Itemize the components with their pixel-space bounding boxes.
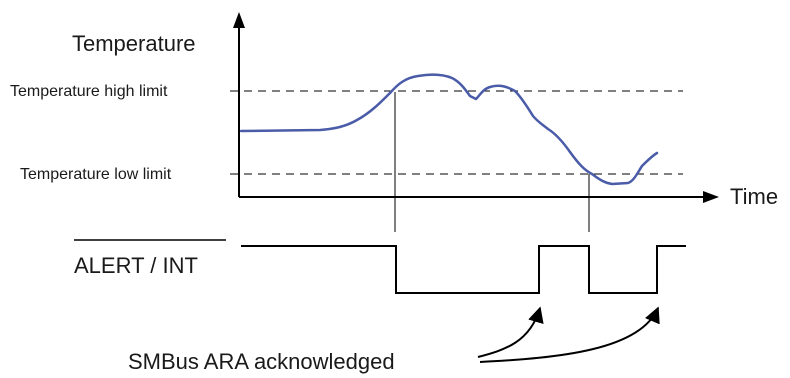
ara-arrow-1 bbox=[477, 306, 544, 358]
ara-arrow-2 bbox=[479, 306, 660, 363]
y-axis-label: Temperature bbox=[72, 31, 196, 56]
temperature-curve bbox=[239, 73, 659, 186]
x-axis-label: Time bbox=[730, 184, 778, 209]
annotation-label: SMBus ARA acknowledged bbox=[128, 349, 395, 374]
signal-label: ALERT / INT bbox=[74, 253, 198, 278]
high-limit-label: Temperature high limit bbox=[10, 83, 168, 100]
low-limit-label: Temperature low limit bbox=[20, 166, 172, 183]
alert-int-waveform bbox=[241, 245, 686, 294]
x-axis-arrowhead bbox=[703, 191, 719, 203]
y-axis-arrowhead bbox=[233, 12, 245, 28]
